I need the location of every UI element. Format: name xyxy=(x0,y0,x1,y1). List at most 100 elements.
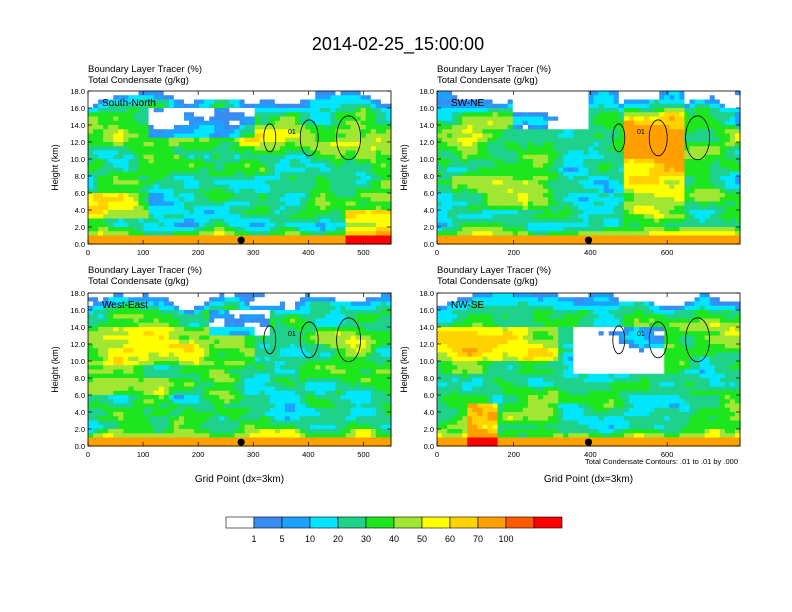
heatmap-cell xyxy=(684,91,691,96)
heatmap-cell xyxy=(335,95,342,101)
heatmap-cell xyxy=(497,142,504,147)
heatmap-cell xyxy=(558,176,564,181)
heatmap-cell xyxy=(654,239,660,245)
heatmap-cell xyxy=(269,314,276,320)
heatmap-cell xyxy=(168,159,175,164)
heatmap-cell xyxy=(279,239,286,245)
heatmap-cell xyxy=(189,205,195,211)
heatmap-cell xyxy=(103,231,109,237)
heatmap-cell xyxy=(578,125,585,130)
heatmap-cell xyxy=(729,150,736,156)
heatmap-cell xyxy=(729,239,736,245)
heatmap-cell xyxy=(103,133,109,139)
heatmap-cell xyxy=(113,193,119,198)
heatmap-cell xyxy=(295,318,301,324)
heatmap-cell xyxy=(244,231,251,237)
heatmap-cell xyxy=(123,218,129,224)
heatmap-cell xyxy=(532,120,539,126)
heatmap-cell xyxy=(279,305,286,311)
heatmap-cell xyxy=(204,193,210,198)
heatmap-cell xyxy=(108,125,114,130)
heatmap-cell xyxy=(694,167,701,173)
heatmap-cell xyxy=(209,91,215,96)
heatmap-cell xyxy=(315,188,321,194)
heatmap-cell xyxy=(264,227,271,232)
heatmap-cell xyxy=(679,120,686,126)
heatmap-cell xyxy=(578,205,585,211)
heatmap-cell xyxy=(679,214,686,220)
heatmap-cell xyxy=(385,318,392,324)
heatmap-cell xyxy=(118,214,124,220)
heatmap-cell xyxy=(482,239,489,245)
heatmap-cell xyxy=(568,159,574,164)
heatmap-cell xyxy=(209,108,215,113)
heatmap-cell xyxy=(310,133,316,139)
heatmap-cell xyxy=(507,99,514,105)
heatmap-cell xyxy=(477,180,484,186)
heatmap-cell xyxy=(674,201,680,207)
heatmap-cell xyxy=(214,188,220,194)
heatmap-cell xyxy=(462,125,468,130)
heatmap-cell xyxy=(113,305,119,311)
heatmap-cell xyxy=(320,239,326,245)
heatmap-cell xyxy=(224,116,230,122)
heatmap-cell xyxy=(522,150,529,156)
heatmap-cell xyxy=(487,180,494,186)
heatmap-cell xyxy=(158,327,165,332)
heatmap-cell xyxy=(214,301,220,307)
heatmap-cell xyxy=(340,310,347,315)
heatmap-cell xyxy=(113,293,119,298)
heatmap-cell xyxy=(573,231,579,237)
heatmap-cell xyxy=(350,188,357,194)
heatmap-cell xyxy=(350,176,357,181)
heatmap-cell xyxy=(588,99,595,105)
heatmap-cell xyxy=(128,150,135,156)
heatmap-cell xyxy=(512,193,519,198)
heatmap-cell xyxy=(512,133,519,139)
heatmap-cell xyxy=(158,125,165,130)
heatmap-cell xyxy=(158,314,165,320)
heatmap-cell xyxy=(543,120,549,126)
heatmap-cell xyxy=(295,154,301,160)
heatmap-cell xyxy=(320,314,326,320)
heatmap-cell xyxy=(93,327,99,332)
heatmap-cell xyxy=(234,318,241,324)
heatmap-cell xyxy=(558,112,564,118)
heatmap-cell xyxy=(492,227,499,232)
heatmap-cell xyxy=(477,142,484,147)
heatmap-cell xyxy=(345,163,352,169)
heatmap-cell xyxy=(310,301,316,307)
heatmap-cell xyxy=(558,184,564,190)
heatmap-cell xyxy=(330,112,337,118)
heatmap-cell xyxy=(699,142,706,147)
heatmap-cell xyxy=(719,133,726,139)
heatmap-cell xyxy=(487,218,494,224)
heatmap-cell xyxy=(138,146,145,152)
heatmap-cell xyxy=(482,99,489,105)
heatmap-cell xyxy=(300,99,306,105)
heatmap-cell xyxy=(442,137,448,143)
heatmap-cell xyxy=(274,120,281,126)
heatmap-cell xyxy=(532,235,539,241)
heatmap-cell xyxy=(553,120,559,126)
heatmap-cell xyxy=(264,210,271,215)
heatmap-cell xyxy=(623,227,630,232)
heatmap-cell xyxy=(168,327,175,332)
heatmap-cell xyxy=(194,180,200,186)
heatmap-cell xyxy=(143,184,150,190)
heatmap-cell xyxy=(335,180,342,186)
heatmap-cell xyxy=(315,293,321,298)
heatmap-cell xyxy=(209,222,215,228)
heatmap-cell xyxy=(517,99,524,105)
heatmap-cell xyxy=(108,327,114,332)
heatmap-cell xyxy=(578,129,585,135)
heatmap-cell xyxy=(674,112,680,118)
heatmap-cell xyxy=(163,184,170,190)
heatmap-cell xyxy=(613,171,620,177)
heatmap-cell xyxy=(548,154,554,160)
heatmap-cell xyxy=(345,125,352,130)
heatmap-cell xyxy=(447,222,453,228)
heatmap-cell xyxy=(639,103,645,109)
heatmap-cell xyxy=(553,239,559,245)
heatmap-cell xyxy=(335,193,342,198)
